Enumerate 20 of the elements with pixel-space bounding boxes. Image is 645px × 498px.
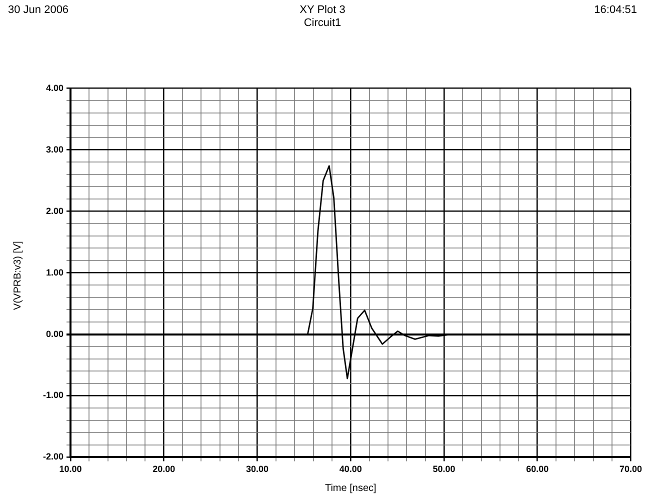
x-tick-label: 10.00 [59, 464, 82, 474]
x-axis-title: Time [nsec] [324, 482, 376, 494]
x-tick-label: 30.00 [246, 464, 269, 474]
text: 30 Jun 2006 [8, 4, 69, 16]
y-tick-label: -1.00 [43, 390, 64, 400]
y-tick-label: 1.00 [46, 267, 64, 278]
y-tick-label: 3.00 [46, 144, 64, 154]
y-tick-label: 0.00 [46, 328, 64, 339]
y-axis-title: V(VPRB:v3) [V] [12, 240, 24, 312]
x-tick-label: 60.00 [526, 464, 549, 474]
y-tick-label: 4.00 [46, 82, 64, 93]
x-tick-label: 40.00 [339, 464, 362, 474]
chart-title: XY Plot 3 [300, 4, 346, 16]
x-tick-label: 70.00 [619, 464, 642, 474]
x-tick-label: 20.00 [152, 464, 176, 474]
x-tick-label: 50.00 [432, 464, 456, 474]
y-tick-label: 2.00 [46, 206, 64, 216]
chart-subtitle: Circuit1 [302, 17, 342, 30]
text: 16:04:51 [594, 4, 637, 16]
y-tick-label: -2.00 [43, 452, 64, 462]
